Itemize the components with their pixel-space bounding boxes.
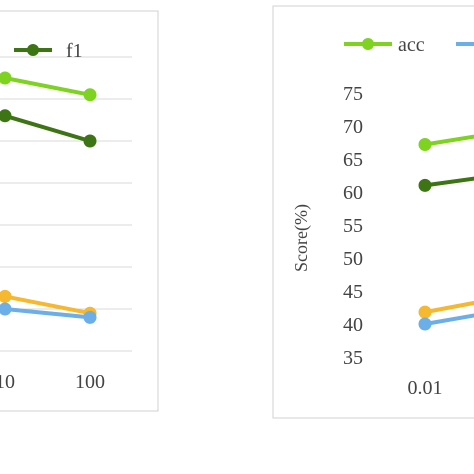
- right-y-ticks: 35 40 45 50 55 60 65 70 75: [343, 83, 363, 369]
- right-x-ticks: 0.01: [408, 377, 443, 399]
- left-chart-frame: [0, 10, 159, 412]
- right-point-acc-0: [418, 137, 432, 151]
- right-point-recall-0: [418, 317, 432, 331]
- right-series-line-f1: [424, 176, 474, 188]
- left-legend: f1: [14, 40, 83, 62]
- right-y-tick-45: 45: [343, 281, 363, 303]
- right-y-tick-50: 50: [343, 248, 363, 270]
- left-point-f1-1: [83, 134, 97, 148]
- left-chart-panel: f1 10 100: [0, 10, 159, 412]
- right-y-tick-35: 35: [343, 347, 363, 369]
- right-series-group: [418, 134, 474, 331]
- left-point-acc-1: [83, 88, 97, 102]
- left-x-tick-100: 100: [75, 371, 105, 393]
- left-series-line-precision: [4, 294, 91, 316]
- legend-acc-marker: [362, 38, 374, 50]
- right-point-f1-0: [418, 178, 432, 192]
- right-y-tick-70: 70: [343, 116, 363, 138]
- legend-f1-label: f1: [66, 40, 83, 62]
- right-y-tick-40: 40: [343, 314, 363, 336]
- right-series-line-precision: [424, 300, 474, 315]
- right-x-tick-0.01: 0.01: [408, 377, 443, 399]
- right-chart-frame: [272, 5, 474, 419]
- left-point-recall-1: [83, 310, 97, 324]
- right-series-line-acc: [424, 134, 474, 147]
- right-y-tick-55: 55: [343, 215, 363, 237]
- right-series-line-recall: [424, 313, 474, 326]
- left-x-ticks: 10 100: [0, 371, 105, 393]
- left-point-f1-0: [0, 109, 12, 123]
- legend-f1-marker: [27, 44, 39, 56]
- left-series-group: [0, 71, 97, 324]
- left-series-line-acc: [4, 76, 91, 97]
- right-y-tick-65: 65: [343, 149, 363, 171]
- right-y-axis-title: Score(%): [291, 204, 312, 272]
- right-y-tick-60: 60: [343, 182, 363, 204]
- right-chart-panel: acc 35 40 45 50 55 60 65 70 75 Score(%) 0.01: [272, 5, 474, 419]
- left-point-recall-0: [0, 302, 12, 316]
- right-point-precision-0: [418, 305, 432, 319]
- left-x-tick-10: 10: [0, 371, 15, 393]
- left-point-precision-0: [0, 289, 12, 303]
- left-series-line-f1: [4, 113, 91, 143]
- right-y-tick-75: 75: [343, 83, 363, 105]
- legend-acc-label: acc: [398, 34, 425, 56]
- right-legend: acc: [344, 34, 474, 56]
- left-series-line-recall: [4, 307, 91, 320]
- left-point-acc-0: [0, 71, 12, 85]
